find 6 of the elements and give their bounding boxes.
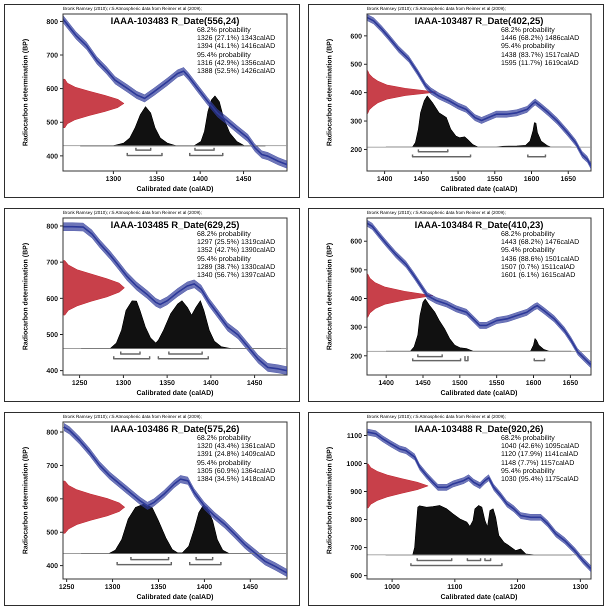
chart-title: IAAA-103487 R_Date(402,25)	[414, 16, 544, 27]
chart-title: IAAA-103484 R_Date(410,23)	[414, 220, 544, 231]
chart-title: IAAA-103485 R_Date(629,25)	[110, 220, 240, 231]
chart-title: IAAA-103483 R_Date(556,24)	[110, 16, 240, 27]
chart-title: IAAA-103486 R_Date(575,26)	[110, 424, 240, 435]
chart-title: IAAA-103488 R_Date(920,26)	[414, 424, 544, 435]
